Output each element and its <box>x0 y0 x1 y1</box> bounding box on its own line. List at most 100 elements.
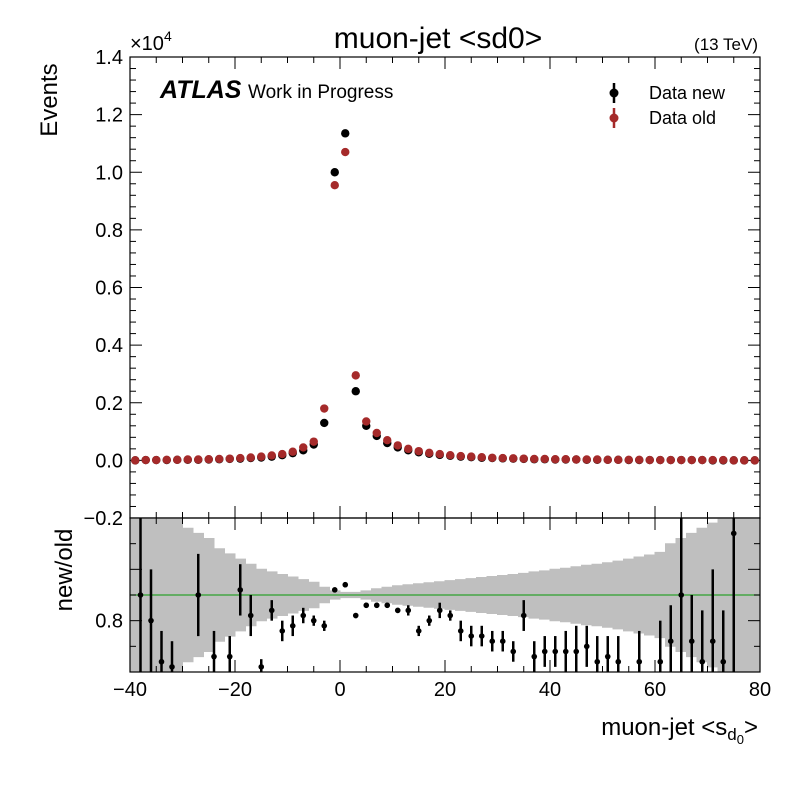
data-point-old <box>551 455 560 464</box>
ratio-point <box>436 607 443 614</box>
ratio-point <box>562 648 569 655</box>
ratio-point <box>158 658 165 665</box>
data-point-old <box>299 443 308 452</box>
ratio-point <box>373 602 380 609</box>
ratio-point <box>657 658 664 665</box>
data-point-old <box>330 181 339 190</box>
data-point-old <box>719 455 728 465</box>
main-y-tick-labels: −0.2 0.0 0.2 0.4 0.6 0.8 1.0 1.2 1.4 <box>84 47 123 530</box>
data-point-old <box>425 448 434 458</box>
y-exponent-power: 4 <box>164 28 172 44</box>
data-point-old <box>698 455 707 465</box>
x-tick-label: −20 <box>218 679 252 701</box>
y-exponent-base: ×10 <box>130 33 164 55</box>
ratio-point <box>678 592 685 598</box>
data-point-old <box>519 454 528 463</box>
ratio-point <box>211 653 217 660</box>
ratio-y-axis-label: new/old <box>51 529 78 612</box>
data-point-old <box>341 147 350 157</box>
data-point-old <box>404 444 413 454</box>
ratio-point <box>583 643 590 650</box>
ratio-point <box>426 617 433 624</box>
ratio-point <box>457 628 464 634</box>
data-point-old <box>194 455 203 464</box>
legend-marker-data-old <box>609 108 619 128</box>
main-y-tick-label: 1.0 <box>95 162 123 184</box>
data-point-old <box>215 454 224 464</box>
main-y-tick-label: 1.2 <box>95 105 123 127</box>
ratio-point <box>384 602 391 609</box>
main-y-tick-label: −0.2 <box>84 508 123 530</box>
ratio-point <box>447 612 454 619</box>
ratio-point <box>709 638 716 644</box>
data-point-old <box>708 455 717 465</box>
legend-label-data-old: Data old <box>649 108 716 128</box>
ratio-point <box>604 653 611 660</box>
ratio-point <box>148 617 154 624</box>
data-point-old <box>603 455 612 464</box>
data-point-old <box>729 456 738 465</box>
ratio-point <box>352 612 359 619</box>
ratio-point <box>615 658 622 665</box>
data-point-old <box>446 450 455 460</box>
main-data-points <box>131 129 759 465</box>
data-point-old <box>593 455 602 464</box>
data-point-old <box>152 455 161 465</box>
atlas-label: ATLAS <box>159 76 242 104</box>
x-tick-label: 20 <box>434 679 456 701</box>
ratio-point <box>342 581 349 588</box>
ratio-point <box>321 623 328 629</box>
ratio-point <box>478 633 485 639</box>
data-point-old <box>236 453 245 463</box>
data-point-old <box>624 455 633 464</box>
ratio-y-tick-label: 0.8 <box>95 611 123 633</box>
data-point-old <box>561 455 570 464</box>
ratio-point <box>300 612 307 619</box>
ratio-point <box>169 664 175 670</box>
x-tick-label: −40 <box>113 679 147 701</box>
x-axis-label: muon-jet <sd0> <box>601 714 758 747</box>
ratio-point <box>195 592 202 598</box>
ratio-point <box>510 648 517 655</box>
main-y-tick-label: 0.8 <box>95 220 123 242</box>
data-point-old <box>204 455 213 464</box>
main-y-tick-label: 0.2 <box>95 393 123 415</box>
ratio-plot-frame <box>129 517 761 673</box>
data-point-old <box>362 417 371 426</box>
x-tick-label: 80 <box>749 679 771 701</box>
energy-label: (13 TeV) <box>694 35 758 54</box>
ratio-point <box>699 658 706 665</box>
data-point-old <box>750 456 759 465</box>
ratio-point <box>552 648 559 655</box>
data-point-old <box>645 455 654 465</box>
data-point-old <box>320 404 329 413</box>
ratio-point <box>499 638 506 644</box>
data-point-old <box>351 371 360 380</box>
data-point-new <box>320 418 329 428</box>
ratio-point <box>636 658 643 665</box>
ratio-plot-panel: 0.8 −40 −20 0 20 40 60 80 <box>95 517 771 701</box>
data-point-old <box>635 455 644 464</box>
ratio-point <box>415 628 422 634</box>
ratio-point <box>688 638 695 644</box>
data-point-new <box>341 129 350 138</box>
data-point-old <box>582 455 591 464</box>
data-point-old <box>530 454 539 464</box>
main-y-tick-label: 0.4 <box>95 335 123 357</box>
ratio-point <box>331 587 338 593</box>
ratio-point <box>594 658 601 665</box>
ratio-point <box>730 530 737 537</box>
ratio-point <box>468 633 475 639</box>
data-point-old <box>309 437 318 446</box>
data-point-old <box>477 453 486 462</box>
data-point-old <box>488 453 497 462</box>
legend-marker-data-new <box>609 83 619 103</box>
ratio-data-points <box>137 518 737 672</box>
data-point-old <box>498 453 507 463</box>
x-tick-label: 40 <box>539 679 561 701</box>
ratio-point <box>226 653 233 660</box>
data-point-old <box>288 447 297 456</box>
data-point-old <box>540 454 549 464</box>
ratio-point <box>363 602 370 609</box>
data-point-old <box>173 455 182 464</box>
